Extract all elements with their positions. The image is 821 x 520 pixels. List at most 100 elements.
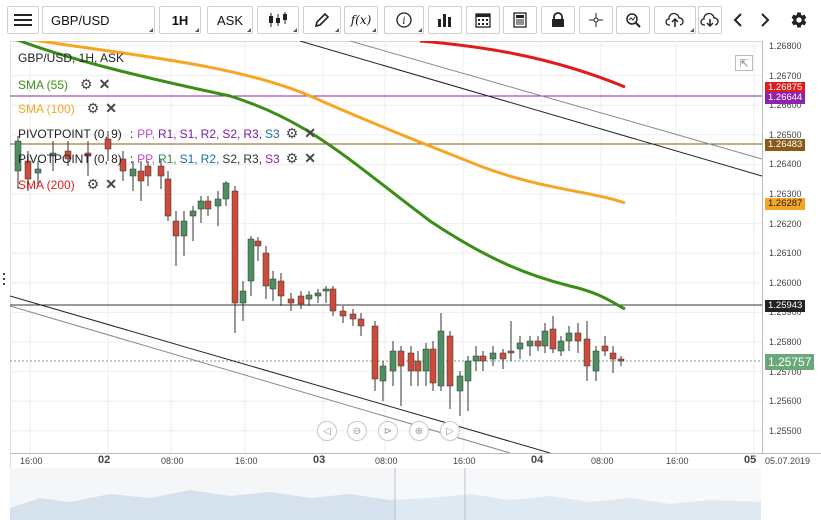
pivot2-settings-gear-icon[interactable]: ⚙: [285, 150, 299, 166]
candle-body: [464, 360, 472, 382]
candle-body: [172, 220, 180, 237]
lock-button[interactable]: [541, 6, 575, 34]
indicators-button[interactable]: f(x): [344, 6, 378, 34]
legend-title-row: GBP/USD, 1H, ASK: [18, 51, 124, 65]
sma100-price-tag: 1.26287: [765, 198, 806, 210]
candle-body: [414, 360, 422, 372]
gear-icon: [791, 12, 807, 28]
pivot1-settings-gear-icon[interactable]: ⚙: [285, 125, 299, 141]
hamburger-menu-button[interactable]: [7, 6, 39, 34]
candle-body: [64, 150, 72, 160]
legend-sma100-row: SMA (100) ⚙ ✕: [18, 100, 117, 117]
candle-body: [269, 278, 277, 290]
legend-sma200-row: SMA (200) ⚙ ✕: [18, 176, 117, 193]
sma100-settings-gear-icon[interactable]: ⚙: [86, 100, 100, 116]
price-tick-label: 1.26400: [769, 159, 802, 170]
time-tick-label: 16:00: [666, 456, 689, 466]
sma55-settings-gear-icon[interactable]: ⚙: [80, 76, 93, 92]
toolbar: GBP/USD 1H ASK f(x) i: [0, 0, 821, 42]
price-type-selector[interactable]: ASK: [207, 6, 253, 34]
candle-body: [534, 340, 542, 347]
expand-icon[interactable]: ⇱: [735, 55, 753, 71]
pivot2-close-icon[interactable]: ✕: [304, 150, 317, 166]
draw-tools-button[interactable]: [303, 6, 341, 34]
scroll-right-button[interactable]: ▷: [440, 421, 460, 441]
legend-pivot2-label: PIVOTPOINT (0, 8): [18, 151, 122, 166]
pivot1-s1: S1,: [179, 126, 198, 141]
left-resize-bar[interactable]: [0, 41, 11, 520]
pivot1-s2: S2,: [222, 126, 241, 141]
chevron-right-icon: [761, 13, 770, 27]
prev-button[interactable]: [726, 6, 750, 34]
crosshair-button[interactable]: [579, 6, 613, 34]
scroll-left-button[interactable]: ◁: [317, 421, 337, 441]
legend-title: GBP/USD, 1H, ASK: [18, 51, 125, 65]
candle-body: [204, 200, 212, 210]
next-button[interactable]: [753, 6, 777, 34]
time-tick-label: 05: [744, 454, 757, 466]
info-button[interactable]: i: [384, 6, 424, 34]
time-axis[interactable]: 16:00 02 08:00 16:00 03 08:00 16:00 04 08:00 16:0…: [10, 453, 821, 468]
last-price-tag: 1.25757: [765, 354, 815, 370]
sma200-settings-gear-icon[interactable]: ⚙: [86, 176, 100, 192]
candle-body: [609, 352, 617, 360]
price-chart[interactable]: [10, 41, 762, 453]
time-tick-label: 08:00: [375, 456, 398, 466]
hamburger-menu-icon: [14, 14, 32, 26]
pivot1-s3: S3: [265, 126, 280, 141]
pencil-draw-icon: [314, 12, 330, 28]
crosshair-icon: [589, 13, 603, 27]
pivot2-r2: R2,: [200, 151, 220, 166]
pivot2-price-tag: 1.26483: [765, 139, 806, 151]
pivot1-close-icon[interactable]: ✕: [304, 125, 317, 141]
zoom-out-button[interactable]: ⊖: [347, 421, 367, 441]
reset-zoom-icon: ⊳: [383, 425, 393, 437]
price-axis[interactable]: 1.26800 1.26700 1.26600 1.26500 1.26400 1.263…: [762, 41, 821, 453]
candle-body: [397, 350, 405, 367]
candle-body: [516, 342, 524, 350]
calendar-button[interactable]: [466, 6, 500, 34]
download-button[interactable]: [698, 6, 722, 34]
sma55-line: [16, 41, 626, 311]
pivot1-colon: :: [129, 126, 134, 141]
function-fx-icon: f(x): [350, 13, 372, 27]
candle-body: [84, 152, 92, 157]
navigator-panel[interactable]: [10, 468, 761, 520]
candle-body: [262, 252, 270, 287]
time-tick-label: 16:00: [20, 456, 43, 466]
cloud-upload-icon: [665, 12, 684, 27]
candle-body: [565, 332, 573, 342]
candle-body: [247, 238, 255, 282]
candle-body: [507, 350, 515, 354]
news-button[interactable]: [503, 6, 537, 34]
symbol-selector[interactable]: GBP/USD: [42, 6, 155, 34]
candle-body: [526, 340, 534, 347]
settings-button[interactable]: [785, 6, 813, 34]
price-tick-label: 1.26000: [769, 277, 802, 288]
chart-type-button[interactable]: [257, 6, 299, 34]
sma100-close-icon[interactable]: ✕: [105, 100, 117, 116]
reset-zoom-button[interactable]: ⊳: [378, 421, 398, 441]
upload-button[interactable]: [654, 6, 696, 34]
candle-body: [389, 350, 397, 372]
pivot2-colon: :: [129, 151, 134, 166]
sma200-close-icon[interactable]: ✕: [105, 176, 117, 192]
time-tick-label: 03: [313, 454, 326, 466]
sma100-line: [30, 41, 626, 205]
symbol-label: GBP/USD: [51, 12, 110, 28]
volume-button[interactable]: [428, 6, 462, 34]
zoom-button[interactable]: [616, 6, 650, 34]
candle-body: [379, 365, 387, 382]
candle-body: [557, 340, 565, 352]
pivot2-s2: S2,: [222, 151, 241, 166]
candle-body: [297, 295, 305, 305]
zoom-in-button[interactable]: ⊕: [409, 421, 429, 441]
candle-body: [541, 330, 549, 347]
chart-canvas[interactable]: [10, 41, 762, 453]
price-tick-label: 1.26300: [769, 189, 802, 199]
price-type-label: ASK: [216, 12, 243, 28]
timeframe-selector[interactable]: 1H: [159, 6, 201, 34]
sma200-price-tag: 1.26875: [765, 82, 806, 94]
sma55-close-icon[interactable]: ✕: [98, 76, 111, 92]
candle-body: [137, 170, 145, 182]
